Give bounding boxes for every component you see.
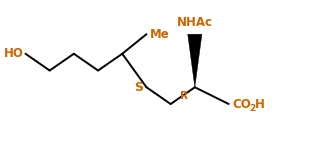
Polygon shape bbox=[188, 34, 202, 87]
Text: R: R bbox=[179, 91, 188, 101]
Text: NHAc: NHAc bbox=[177, 16, 213, 29]
Text: HO: HO bbox=[4, 47, 24, 60]
Text: H: H bbox=[255, 98, 265, 111]
Text: S: S bbox=[134, 81, 143, 94]
Text: CO: CO bbox=[232, 98, 251, 111]
Text: Me: Me bbox=[150, 28, 169, 41]
Text: 2: 2 bbox=[250, 104, 256, 113]
